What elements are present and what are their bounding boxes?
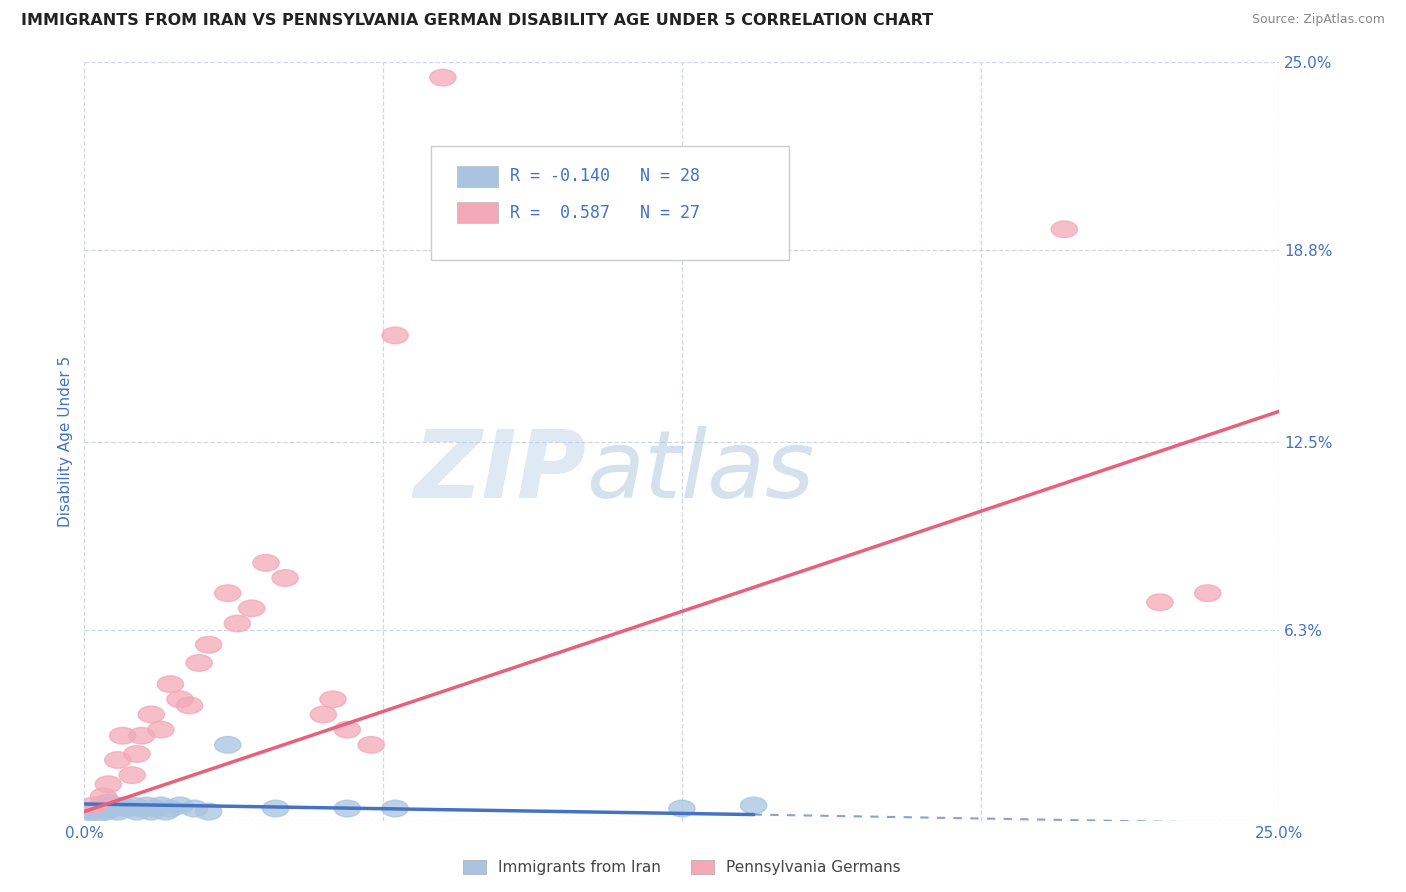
Ellipse shape [215, 585, 240, 601]
Ellipse shape [96, 794, 121, 811]
Ellipse shape [138, 803, 165, 820]
Ellipse shape [104, 803, 131, 820]
Ellipse shape [253, 555, 280, 571]
Ellipse shape [124, 803, 150, 820]
Ellipse shape [110, 797, 136, 814]
Ellipse shape [263, 800, 288, 817]
Ellipse shape [239, 600, 264, 616]
Ellipse shape [224, 615, 250, 632]
Ellipse shape [152, 803, 179, 820]
Ellipse shape [215, 737, 240, 753]
Legend: Immigrants from Iran, Pennsylvania Germans: Immigrants from Iran, Pennsylvania Germa… [457, 854, 907, 881]
Y-axis label: Disability Age Under 5: Disability Age Under 5 [58, 356, 73, 527]
Ellipse shape [104, 752, 131, 768]
FancyBboxPatch shape [432, 145, 790, 260]
Text: Source: ZipAtlas.com: Source: ZipAtlas.com [1251, 13, 1385, 27]
Ellipse shape [382, 327, 408, 343]
Ellipse shape [195, 803, 222, 820]
Ellipse shape [167, 797, 193, 814]
Ellipse shape [574, 221, 599, 237]
Ellipse shape [138, 706, 165, 723]
Ellipse shape [741, 797, 766, 814]
Ellipse shape [382, 800, 408, 817]
Ellipse shape [1052, 221, 1077, 237]
Ellipse shape [86, 800, 112, 817]
Ellipse shape [186, 655, 212, 672]
Ellipse shape [157, 676, 184, 692]
Ellipse shape [110, 727, 136, 744]
Ellipse shape [181, 800, 208, 817]
Text: ZIP: ZIP [413, 425, 586, 518]
Ellipse shape [120, 767, 145, 783]
Ellipse shape [335, 722, 360, 738]
Ellipse shape [80, 803, 107, 820]
Ellipse shape [669, 800, 695, 817]
Text: IMMIGRANTS FROM IRAN VS PENNSYLVANIA GERMAN DISABILITY AGE UNDER 5 CORRELATION C: IMMIGRANTS FROM IRAN VS PENNSYLVANIA GER… [21, 13, 934, 29]
Text: R = -0.140   N = 28: R = -0.140 N = 28 [510, 167, 700, 186]
Ellipse shape [143, 800, 169, 817]
Ellipse shape [100, 800, 127, 817]
Ellipse shape [167, 691, 193, 707]
Ellipse shape [1195, 585, 1220, 601]
Ellipse shape [83, 806, 110, 823]
FancyBboxPatch shape [457, 166, 498, 186]
Ellipse shape [148, 797, 174, 814]
Ellipse shape [124, 746, 150, 763]
FancyBboxPatch shape [457, 202, 498, 223]
Ellipse shape [128, 727, 155, 744]
Ellipse shape [1147, 594, 1173, 611]
Ellipse shape [80, 797, 107, 814]
Ellipse shape [311, 706, 336, 723]
Ellipse shape [93, 803, 120, 820]
Ellipse shape [96, 776, 121, 793]
Ellipse shape [359, 737, 384, 753]
Ellipse shape [128, 800, 155, 817]
Ellipse shape [90, 788, 117, 805]
Ellipse shape [90, 797, 117, 814]
Ellipse shape [120, 797, 145, 814]
Ellipse shape [430, 70, 456, 86]
Ellipse shape [148, 722, 174, 738]
Ellipse shape [114, 800, 141, 817]
Ellipse shape [319, 691, 346, 707]
Ellipse shape [176, 697, 202, 714]
Ellipse shape [195, 636, 222, 653]
Ellipse shape [157, 800, 184, 817]
Ellipse shape [271, 570, 298, 586]
Ellipse shape [335, 800, 360, 817]
Text: atlas: atlas [586, 426, 814, 517]
Text: R =  0.587   N = 27: R = 0.587 N = 27 [510, 203, 700, 221]
Ellipse shape [134, 797, 160, 814]
